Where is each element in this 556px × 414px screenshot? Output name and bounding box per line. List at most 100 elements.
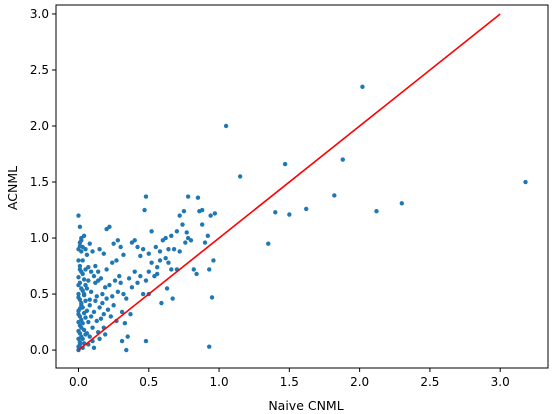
data-point (138, 253, 143, 259)
x-tick-label: 3.0 (491, 375, 510, 389)
data-point (88, 289, 94, 295)
data-point (98, 316, 104, 321)
data-point (121, 291, 126, 297)
data-point (164, 286, 170, 291)
data-point (223, 123, 229, 129)
data-point (208, 213, 213, 218)
data-point (124, 347, 129, 353)
data-point (87, 334, 92, 339)
data-point (174, 229, 180, 234)
y-axis-label: ACNML (5, 166, 20, 210)
data-point (76, 275, 81, 280)
data-point (83, 298, 88, 303)
x-tick-label: 0.0 (69, 375, 88, 389)
data-point (399, 201, 405, 206)
data-point (77, 340, 83, 345)
data-point (121, 252, 126, 258)
data-point (124, 296, 129, 301)
data-point (97, 247, 102, 252)
data-point (115, 238, 121, 243)
data-point (87, 303, 92, 308)
data-point (282, 161, 288, 167)
x-tick-label: 1.0 (210, 375, 229, 389)
data-point (340, 157, 345, 162)
data-point (171, 247, 177, 252)
data-point (103, 285, 108, 290)
data-point (80, 288, 85, 293)
data-point (80, 244, 85, 250)
data-point (110, 294, 115, 299)
data-point (81, 233, 87, 238)
data-point (194, 271, 199, 277)
data-point (95, 269, 101, 274)
data-point (76, 328, 81, 334)
data-point (523, 179, 528, 185)
data-point (202, 240, 208, 245)
data-point (84, 286, 90, 291)
data-point (110, 260, 115, 265)
data-point (166, 260, 171, 265)
data-point (374, 208, 379, 214)
data-point (304, 206, 309, 212)
data-point (149, 229, 154, 234)
data-point (104, 267, 109, 272)
data-point (114, 258, 119, 263)
y-tick-label: 3.0 (30, 7, 49, 21)
data-point (140, 291, 146, 297)
data-point (77, 263, 83, 269)
data-point (93, 263, 98, 269)
data-point (163, 235, 168, 241)
data-point (266, 241, 271, 246)
reference-line (77, 13, 501, 351)
data-point (80, 320, 85, 326)
y-tick-label: 1.0 (30, 231, 49, 245)
data-point (169, 233, 174, 238)
data-point (107, 282, 112, 288)
data-point (211, 258, 216, 263)
data-point (77, 267, 83, 272)
data-point (80, 336, 85, 342)
data-point (185, 235, 191, 241)
data-point (159, 300, 164, 306)
data-point (91, 309, 97, 315)
data-point (128, 312, 133, 317)
data-point (88, 269, 94, 274)
data-point (97, 336, 102, 342)
data-point (100, 300, 105, 306)
data-point (93, 298, 98, 303)
data-point (191, 267, 196, 272)
data-point (129, 240, 135, 245)
data-point (84, 308, 90, 314)
data-point (155, 271, 160, 277)
data-point (97, 305, 102, 310)
data-point (101, 312, 106, 317)
x-tick-label: 2.5 (420, 375, 439, 389)
data-point (207, 267, 212, 272)
data-point (95, 278, 101, 283)
data-point (100, 291, 105, 297)
data-point (90, 325, 95, 330)
data-point (205, 233, 211, 238)
y-tick-label: 0.0 (30, 343, 49, 357)
x-axis-ticks: 0.0 0.5 1.0 1.5 2.0 2.5 3.0 (69, 368, 510, 389)
data-point (76, 282, 81, 288)
data-point (155, 264, 160, 270)
y-tick-label: 1.5 (30, 175, 49, 189)
data-point (111, 303, 116, 308)
data-point (76, 213, 81, 218)
data-point (163, 256, 168, 261)
data-point (119, 338, 125, 344)
data-point (105, 307, 111, 312)
data-point (76, 344, 81, 349)
data-point (80, 271, 85, 277)
data-point (104, 296, 109, 301)
data-point (81, 291, 87, 297)
data-point (76, 291, 81, 297)
data-point (207, 344, 212, 349)
x-tick-label: 1.5 (280, 375, 299, 389)
data-point (122, 320, 128, 326)
data-point (76, 312, 81, 317)
data-point (81, 327, 87, 333)
y-tick-label: 0.5 (30, 287, 49, 301)
